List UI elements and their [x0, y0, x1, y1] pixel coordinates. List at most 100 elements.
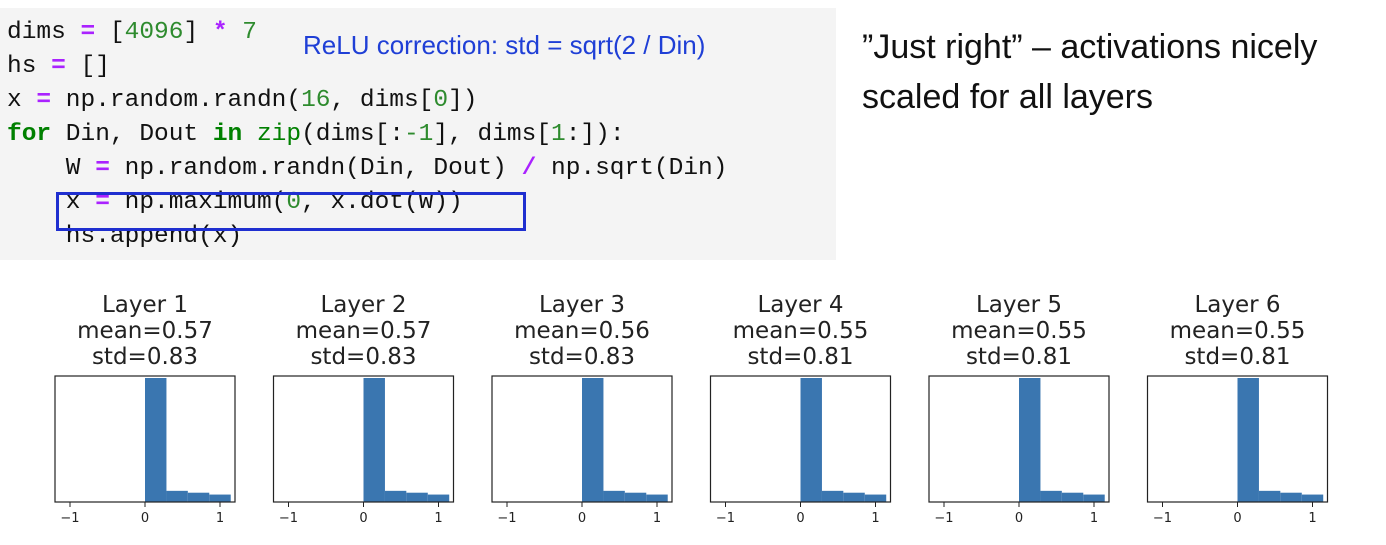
code-token: zip: [256, 121, 302, 148]
code-token: ]: [183, 19, 213, 46]
code-token: hs.append(x): [7, 223, 243, 250]
code-token: np.random.randn(Din, Dout): [109, 155, 522, 182]
code-token: 0: [433, 87, 449, 114]
panel-title: Layer 2: [320, 292, 406, 318]
panel-std-label: std=0.81: [966, 344, 1072, 370]
x-tick-label: 1: [653, 511, 661, 526]
panel-mean-label: mean=0.57: [77, 318, 213, 344]
panel-title: Layer 5: [976, 292, 1062, 318]
code-token: =: [51, 53, 66, 80]
code-token: [242, 121, 257, 148]
x-tick-label: −1: [934, 511, 953, 526]
code-token: 1: [551, 121, 566, 148]
x-tick-label: −1: [1153, 511, 1172, 526]
x-tick-label: −1: [60, 511, 79, 526]
panel-mean-label: mean=0.55: [951, 318, 1087, 344]
histogram-bar: [1040, 490, 1062, 502]
histogram-bar: [821, 490, 844, 502]
x-tick-label: −1: [279, 511, 298, 526]
histogram-bar: [145, 378, 167, 502]
panel-mean-label: mean=0.57: [296, 318, 432, 344]
x-tick-label: 0: [141, 511, 149, 526]
code-line-5: W = np.random.randn(Din, Dout) / np.sqrt…: [7, 152, 728, 186]
x-tick-label: 0: [578, 511, 586, 526]
panel-title: Layer 1: [102, 292, 188, 318]
x-tick-label: −1: [716, 511, 735, 526]
histogram-bar: [624, 492, 647, 502]
x-tick-label: 0: [796, 511, 804, 526]
histogram-bar: [1019, 378, 1041, 502]
code-token: hs: [7, 53, 52, 80]
code-token: *: [212, 19, 228, 46]
panel-title: Layer 4: [757, 292, 843, 318]
x-tick-label: −1: [497, 511, 516, 526]
code-token: []: [65, 53, 110, 80]
code-token: [: [95, 19, 125, 46]
panel-title: Layer 3: [539, 292, 625, 318]
histogram-bar: [603, 490, 625, 502]
code-line-7: hs.append(x): [7, 220, 242, 254]
relu-annotation: ReLU correction: std = sqrt(2 / Din): [303, 30, 706, 60]
panel-mean-label: mean=0.55: [1170, 318, 1306, 344]
code-token: np.sqrt(Din): [536, 155, 728, 182]
histogram-bar: [363, 378, 385, 502]
x-tick-label: 1: [434, 511, 442, 526]
histogram-bar: [1258, 490, 1281, 502]
code-line-4: for Din, Dout in zip(dims[:-1], dims[1:]…: [7, 118, 625, 152]
code-token: ], dims[: [433, 121, 552, 148]
histogram-bar: [646, 494, 668, 502]
histogram-bar: [384, 490, 407, 502]
x-tick-label: 1: [1308, 511, 1316, 526]
code-token: ]): [448, 87, 478, 114]
code-token: =: [95, 155, 110, 182]
panel-mean-label: mean=0.56: [514, 318, 650, 344]
histogram-bar: [427, 494, 450, 502]
code-token: 16: [301, 87, 331, 114]
code-token: =: [80, 19, 96, 46]
x-tick-label: 1: [1090, 511, 1098, 526]
panel-title: Layer 6: [1194, 292, 1280, 318]
code-token: , dims[: [330, 87, 434, 114]
right-note: ”Just right” – activations nicely scaled…: [862, 22, 1372, 122]
code-token: x: [7, 87, 37, 114]
histogram-bar: [1301, 494, 1324, 502]
histogram-bar: [864, 494, 887, 502]
histogram-bar: [209, 494, 231, 502]
code-token: 0: [286, 189, 302, 216]
code-line-3: x = np.random.randn(16, dims[0]): [7, 84, 478, 118]
histogram-bar: [1280, 492, 1302, 502]
note-line-1: ”Just right” – activations nicely: [862, 28, 1318, 66]
x-tick-label: 0: [1233, 511, 1241, 526]
panel-std-label: std=0.83: [529, 344, 635, 370]
histogram-bar: [166, 490, 188, 502]
panel-std-label: std=0.81: [747, 344, 853, 370]
code-token: Din, Dout: [51, 121, 213, 148]
code-token: x: [7, 189, 96, 216]
x-tick-label: 0: [359, 511, 367, 526]
code-line-2: hs = []: [7, 50, 110, 84]
note-line-2: scaled for all layers: [862, 78, 1154, 116]
code-token: =: [36, 87, 52, 114]
code-line-1: dims = [4096] * 7: [7, 16, 257, 50]
code-token: dims: [7, 19, 81, 46]
code-token: /: [521, 155, 537, 182]
panel-std-label: std=0.83: [310, 344, 416, 370]
code-token: -1: [403, 121, 434, 148]
code-token: 4096: [124, 19, 184, 46]
histogram-bar: [582, 378, 604, 502]
code-token: 7: [242, 19, 257, 46]
code-token: =: [95, 189, 110, 216]
histogram-bar: [406, 492, 428, 502]
x-tick-label: 1: [871, 511, 879, 526]
x-tick-label: 1: [216, 511, 224, 526]
panel-mean-label: mean=0.55: [733, 318, 869, 344]
code-token: W: [7, 155, 96, 182]
code-token: in: [212, 121, 243, 148]
histogram-bar: [800, 378, 822, 502]
code-token: for: [7, 121, 52, 148]
x-tick-label: 0: [1015, 511, 1023, 526]
histogram-bar: [843, 492, 865, 502]
code-block: dims = [4096] * 7 hs = [] x = np.random.…: [0, 8, 836, 260]
histogram-bar: [1083, 494, 1105, 502]
